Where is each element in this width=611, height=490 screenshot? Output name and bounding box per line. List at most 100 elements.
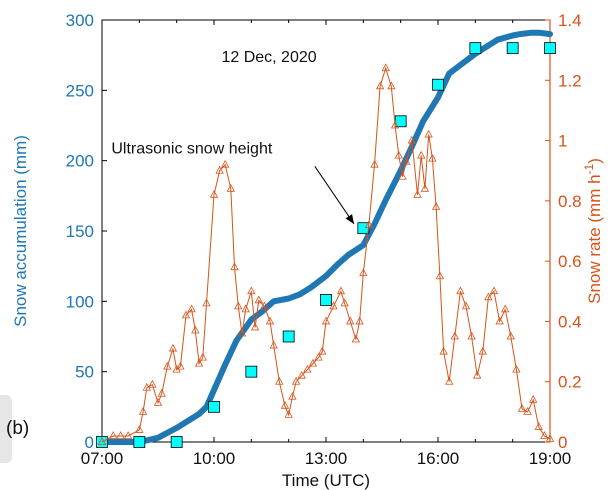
snow-rate-point — [318, 346, 327, 355]
snow-rate-point — [495, 316, 504, 325]
y-right-tick-label: 0.4 — [558, 312, 582, 331]
snow-rate-point — [269, 340, 278, 349]
snow-rate-point — [517, 403, 527, 412]
snow-rate-point — [394, 150, 403, 159]
snow-rate-point — [176, 361, 185, 370]
snow-rate-point — [364, 220, 374, 228]
snow-rate-point — [116, 431, 125, 439]
snow-rate-point — [209, 189, 219, 198]
ultrasonic-point — [208, 400, 220, 413]
snow-rate-point — [202, 298, 211, 307]
x-tick-label: 19:00 — [529, 449, 572, 468]
y-left-tick-label: 250 — [66, 81, 94, 100]
snow-rate-point — [484, 292, 493, 301]
x-tick-label: 10:00 — [193, 449, 236, 468]
snow-rate-point — [153, 397, 163, 406]
snow-rate-point — [450, 331, 459, 340]
snow-rate-point — [398, 171, 407, 180]
snow-rate-point — [321, 316, 331, 325]
snow-rate-point — [303, 364, 312, 373]
y-right-axis-label: Snow rate (mm h-1) — [582, 158, 604, 304]
y-right-tick-label: 1.4 — [558, 11, 582, 30]
snow-rate-point — [381, 63, 390, 72]
ultrasonic-point — [432, 78, 444, 91]
snow-rate-point — [540, 431, 549, 439]
snow-rate-point — [314, 352, 323, 361]
ultrasonic-point — [133, 436, 146, 448]
ultrasonic-annotation: Ultrasonic snow height — [111, 141, 273, 158]
snow-rate-point — [221, 159, 230, 168]
y-right-label-end: ) — [585, 158, 604, 164]
snow-rate-point — [230, 262, 239, 271]
snow-rate-point — [370, 159, 379, 168]
ultrasonic-point — [544, 42, 556, 55]
snow-rate-point — [138, 407, 148, 415]
snow-rate-point — [123, 431, 133, 439]
snow-rate-point — [390, 120, 400, 129]
snow-rate-point — [157, 388, 166, 397]
x-tick-label: 13:00 — [305, 449, 348, 468]
snow-rate-point — [445, 376, 454, 385]
snow-rate-point — [275, 376, 284, 385]
snow-rate-point — [489, 286, 499, 295]
x-tick-label: 16:00 — [417, 449, 460, 468]
snow-rate-point — [97, 437, 107, 445]
snow-accumulation-line — [99, 29, 553, 445]
snow-rate-point — [506, 331, 515, 340]
snow-rate-point — [346, 316, 355, 325]
snow-rate-line — [101, 66, 551, 443]
snow-rate-point — [359, 268, 368, 277]
snow-rate-point — [226, 183, 235, 192]
annotation-layer: 12 Dec, 2020 Ultrasonic snow height — [111, 49, 355, 225]
snow-rate-point — [284, 410, 293, 418]
snow-rate-point — [148, 379, 157, 388]
y-left-tick-label: 300 — [66, 11, 94, 30]
snow-rate-point — [387, 81, 396, 90]
ultrasonic-point — [469, 42, 482, 55]
snow-rate-point — [181, 310, 191, 319]
y-right-tick-label: 0 — [558, 433, 567, 452]
snow-rate-point — [478, 346, 487, 355]
y-left-tick-label: 50 — [75, 363, 94, 382]
snow-rate-point — [260, 301, 269, 310]
snow-rate-point — [351, 334, 361, 343]
snow-rate-point — [336, 286, 346, 295]
ultrasonic-point — [245, 365, 258, 378]
snow-rate-point — [215, 165, 224, 174]
ultrasonic-point — [170, 436, 183, 448]
ultrasonic-point — [506, 42, 519, 55]
snow-rate-point — [247, 286, 256, 295]
snow-rate-point — [355, 316, 364, 325]
snow-rate-point — [254, 295, 263, 304]
y-left-tick-label: 150 — [66, 222, 94, 241]
snow-rate-point — [420, 183, 430, 192]
y-left-tick-label: 100 — [66, 292, 94, 311]
data-layer — [96, 29, 556, 448]
snow-rate-point — [329, 301, 338, 310]
x-tick-label: 07:00 — [81, 449, 124, 468]
panel-label: (b) — [6, 418, 30, 439]
snow-rate-point — [241, 304, 250, 313]
y-right-tick-label: 0.8 — [558, 192, 582, 211]
ultrasonic-point — [320, 294, 332, 306]
snow-rate-point — [187, 304, 196, 313]
snow-rate-point — [417, 150, 426, 159]
snow-rate-point — [308, 358, 318, 367]
snow-rate-point — [512, 364, 521, 373]
snow-rate-point — [424, 129, 433, 138]
snow-rate-point — [280, 400, 290, 409]
ultrasonic-point — [282, 330, 295, 343]
snow-rate-point — [461, 301, 471, 310]
snow-rate-point — [473, 370, 482, 379]
y-right-tick-label: 1.2 — [558, 71, 582, 90]
snow-rate-point — [237, 328, 247, 337]
snow-rate-point — [234, 301, 243, 310]
snow-rate-point — [428, 153, 437, 162]
snow-rate-point — [297, 370, 306, 379]
snow-rate-point — [529, 394, 538, 403]
snow-rate-point — [501, 304, 510, 313]
snow-rate-point — [194, 358, 204, 367]
annotation-arrow-head — [345, 214, 354, 224]
snow-rate-point — [135, 425, 144, 433]
